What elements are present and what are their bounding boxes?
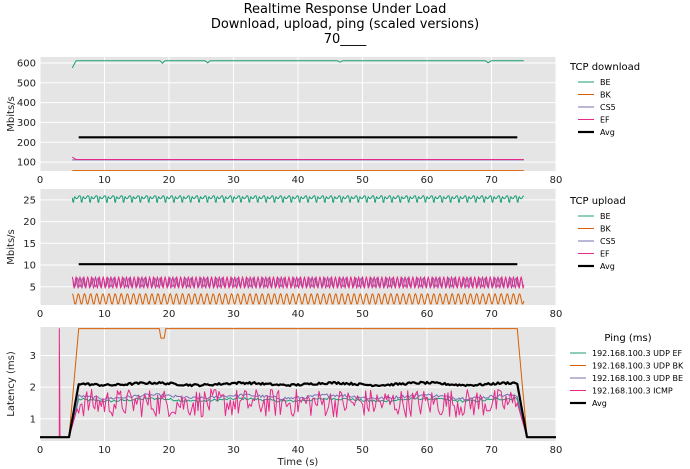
chart-title-line-1: Realtime Response Under Load [243,2,447,17]
legend-label: EF [600,250,610,259]
panel-ping: 0 10 20 30 40 50 60 70 80 1 2 3 Latency (ms) Time (s)… [6,327,684,468]
y-tick-label: 200 [17,138,36,149]
legend-upload: TCP upload BE BK CS5 EF Avg [569,196,626,271]
y-axis-label: Mbits/s [6,96,17,131]
series-line-be [71,60,524,69]
y-tick-label: 600 [17,58,36,69]
y-tick-label: 3 [30,351,36,362]
x-tick-label: 30 [227,445,240,456]
x-tick-label: 50 [356,309,369,320]
x-tick-label: 80 [550,445,563,456]
x-tick-label: 20 [163,175,176,186]
x-tick-label: 10 [98,175,111,186]
x-tick-label: 60 [421,175,434,186]
legend-label: Avg [600,128,615,137]
x-tick-label: 70 [485,175,498,186]
panel-upload: 0 10 20 30 40 50 60 70 80 5 10 15 20 25 Mbits/s TCP upl… [6,189,626,320]
legend-label: BE [600,78,611,87]
legend-title: Ping (ms) [604,333,651,344]
series-group [71,60,524,171]
x-tick-label: 80 [550,309,563,320]
x-tick-label: 40 [292,309,305,320]
series-line-ef [72,156,524,160]
y-tick-label: 400 [17,98,36,109]
y-tick-label: 500 [17,78,36,89]
x-tick-label: 70 [485,309,498,320]
legend-label: BE [600,212,611,221]
x-tick-label: 30 [227,309,240,320]
y-tick-label: 20 [23,217,36,228]
legend-label: 192.168.100.3 UDP EF [592,349,683,358]
x-tick-label: 40 [292,175,305,186]
y-tick-label: 100 [17,158,36,169]
x-tick-label: 70 [485,445,498,456]
legend-label: BK [600,91,611,100]
legend-label: CS5 [600,103,616,112]
x-tick-label: 60 [421,309,434,320]
legend-title: TCP download [569,62,640,73]
x-tick-label: 10 [98,309,111,320]
x-axis-label: Time (s) [277,457,319,468]
y-tick-label: 1 [30,414,36,425]
series-line-192-168-100-3-udp-be [40,393,556,438]
x-tick-label: 30 [227,175,240,186]
y-tick-label: 15 [23,239,36,250]
legend-label: 192.168.100.3 ICMP [592,387,673,396]
legend-title: TCP upload [569,196,626,207]
series-group [40,328,556,439]
series-line-bk [71,293,525,305]
x-tick-label: 0 [37,175,43,186]
legend-ping: Ping (ms) 192.168.100.3 UDP EF 192.168.100… [570,333,684,408]
y-tick-label: 25 [23,195,36,206]
series-line-ef [71,276,525,289]
x-tick-label: 10 [98,445,111,456]
panel-download: 0 10 20 30 40 50 60 70 80 100 200 300 400 500 600 Mbits… [6,57,640,186]
legend-label: BK [600,225,611,234]
y-tick-label: 10 [23,261,36,272]
chart-title-line-3: 70____ [323,32,367,47]
series-line-avg [40,380,556,439]
series-line-192-168-100-3-udp-bk [40,328,556,438]
x-tick-label: 20 [163,445,176,456]
chart-title-line-2: Download, upload, ping (scaled versions) [210,17,480,32]
y-tick-label: 2 [30,383,36,394]
y-tick-label: 5 [30,282,36,293]
legend-label: Avg [592,399,607,408]
x-tick-label: 50 [356,175,369,186]
legend-label: Avg [600,262,615,271]
legend-download: TCP download BE BK CS5 EF Avg [569,62,640,137]
series-group [71,195,525,305]
x-tick-label: 0 [37,445,43,456]
legend-label: 192.168.100.3 UDP BE [592,374,683,383]
y-axis-label: Latency (ms) [6,351,17,417]
series-line-192-168-100-3-udp-ef [40,396,556,438]
x-tick-label: 60 [421,445,434,456]
x-tick-label: 40 [292,445,305,456]
x-tick-label: 0 [37,309,43,320]
x-tick-label: 20 [163,309,176,320]
x-tick-label: 80 [550,175,563,186]
legend-label: CS5 [600,237,616,246]
x-tick-label: 50 [356,445,369,456]
series-line-192-168-100-3-icmp [40,328,556,438]
legend-label: 192.168.100.3 UDP BK [592,362,684,371]
legend-label: EF [600,116,610,125]
series-line-be [71,195,525,203]
y-axis-label: Mbits/s [6,229,17,264]
y-tick-label: 300 [17,118,36,129]
